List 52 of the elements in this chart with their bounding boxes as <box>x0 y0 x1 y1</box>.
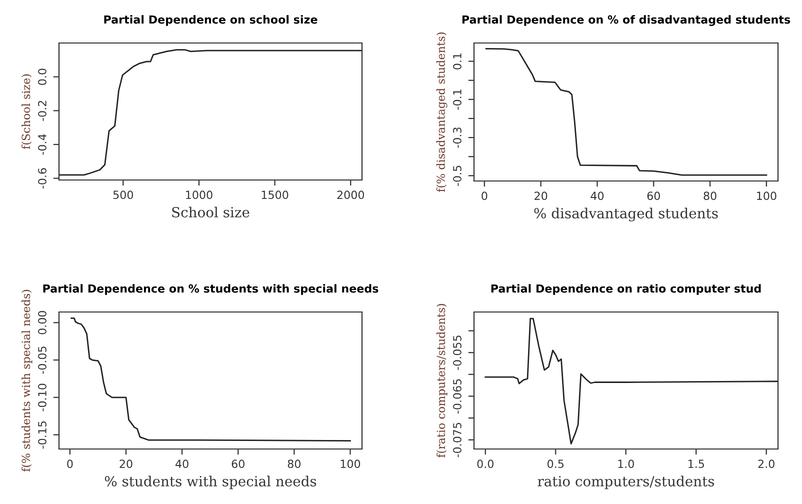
chart-title: Partial Dependence on ratio computer stud <box>491 284 761 295</box>
y-axis-title: f(% students with special needs) <box>22 290 32 472</box>
line-series <box>484 318 778 444</box>
y-tick-label: -0.5 <box>453 166 462 186</box>
y-tick-label: -0.3 <box>453 128 462 148</box>
x-tick-label: 0.0 <box>477 460 494 468</box>
y-tick-label: 0.1 <box>453 53 462 70</box>
y-tick-label: -0.055 <box>453 336 462 370</box>
x-tick-label: 1.0 <box>618 460 634 468</box>
y-tick-label: -0.2 <box>38 100 46 121</box>
x-tick-label: 2.0 <box>758 460 774 468</box>
x-tick-label: 20 <box>534 192 548 200</box>
x-axis-title: School size <box>172 206 250 218</box>
x-tick-label: 80 <box>704 192 716 200</box>
x-tick-label: 60 <box>647 192 660 200</box>
chart-title: Partial Dependence on % students with special needs <box>43 284 378 295</box>
x-tick-label: 0 <box>482 192 488 200</box>
x-tick-label: 0 <box>67 460 73 468</box>
y-tick-label: 0.00 <box>38 310 46 334</box>
x-tick-label: 1.5 <box>688 460 704 468</box>
x-tick-label: 1000 <box>186 190 212 200</box>
x-tick-label: 20 <box>120 460 132 468</box>
x-tick-label: 40 <box>590 192 604 200</box>
y-tick-label: -0.1 <box>453 90 462 110</box>
y-tick-label: -0.10 <box>38 384 46 412</box>
line-series <box>70 317 351 442</box>
x-tick-label: 100 <box>340 460 360 468</box>
x-tick-label: 2000 <box>337 190 364 200</box>
x-tick-label: 100 <box>757 192 776 200</box>
y-axis-title: f(% disadvantaged students) <box>436 32 448 192</box>
y-tick-label: -0.05 <box>38 346 46 374</box>
line-series <box>59 49 362 176</box>
x-axis-title: % disadvantaged students <box>534 208 718 222</box>
x-tick-label: 40 <box>176 460 188 468</box>
y-tick-label: -0.15 <box>38 421 46 449</box>
x-tick-label: 80 <box>288 460 300 468</box>
x-tick-label: 0.5 <box>548 460 564 468</box>
y-tick-label: -0.065 <box>453 379 462 414</box>
x-tick-label: 60 <box>232 460 244 468</box>
y-axis-title: f(School size) <box>22 74 32 150</box>
chart-title: Partial Dependence on % of disadvantaged students <box>462 15 790 26</box>
x-tick-label: 1500 <box>262 190 288 200</box>
y-tick-label: -0.4 <box>38 134 46 155</box>
y-tick-label: 0.0 <box>38 68 46 85</box>
chart-title: Partial Dependence on school size <box>104 15 318 26</box>
y-tick-label: -0.075 <box>453 422 462 458</box>
x-axis-title: % students with special needs <box>104 476 316 490</box>
x-tick-label: 500 <box>113 190 134 200</box>
line-series <box>485 48 768 176</box>
y-axis-title: f(ratio computers/students) <box>436 304 448 458</box>
x-axis-title: ratio computers/students <box>538 476 714 490</box>
y-tick-label: -0.6 <box>38 168 46 189</box>
